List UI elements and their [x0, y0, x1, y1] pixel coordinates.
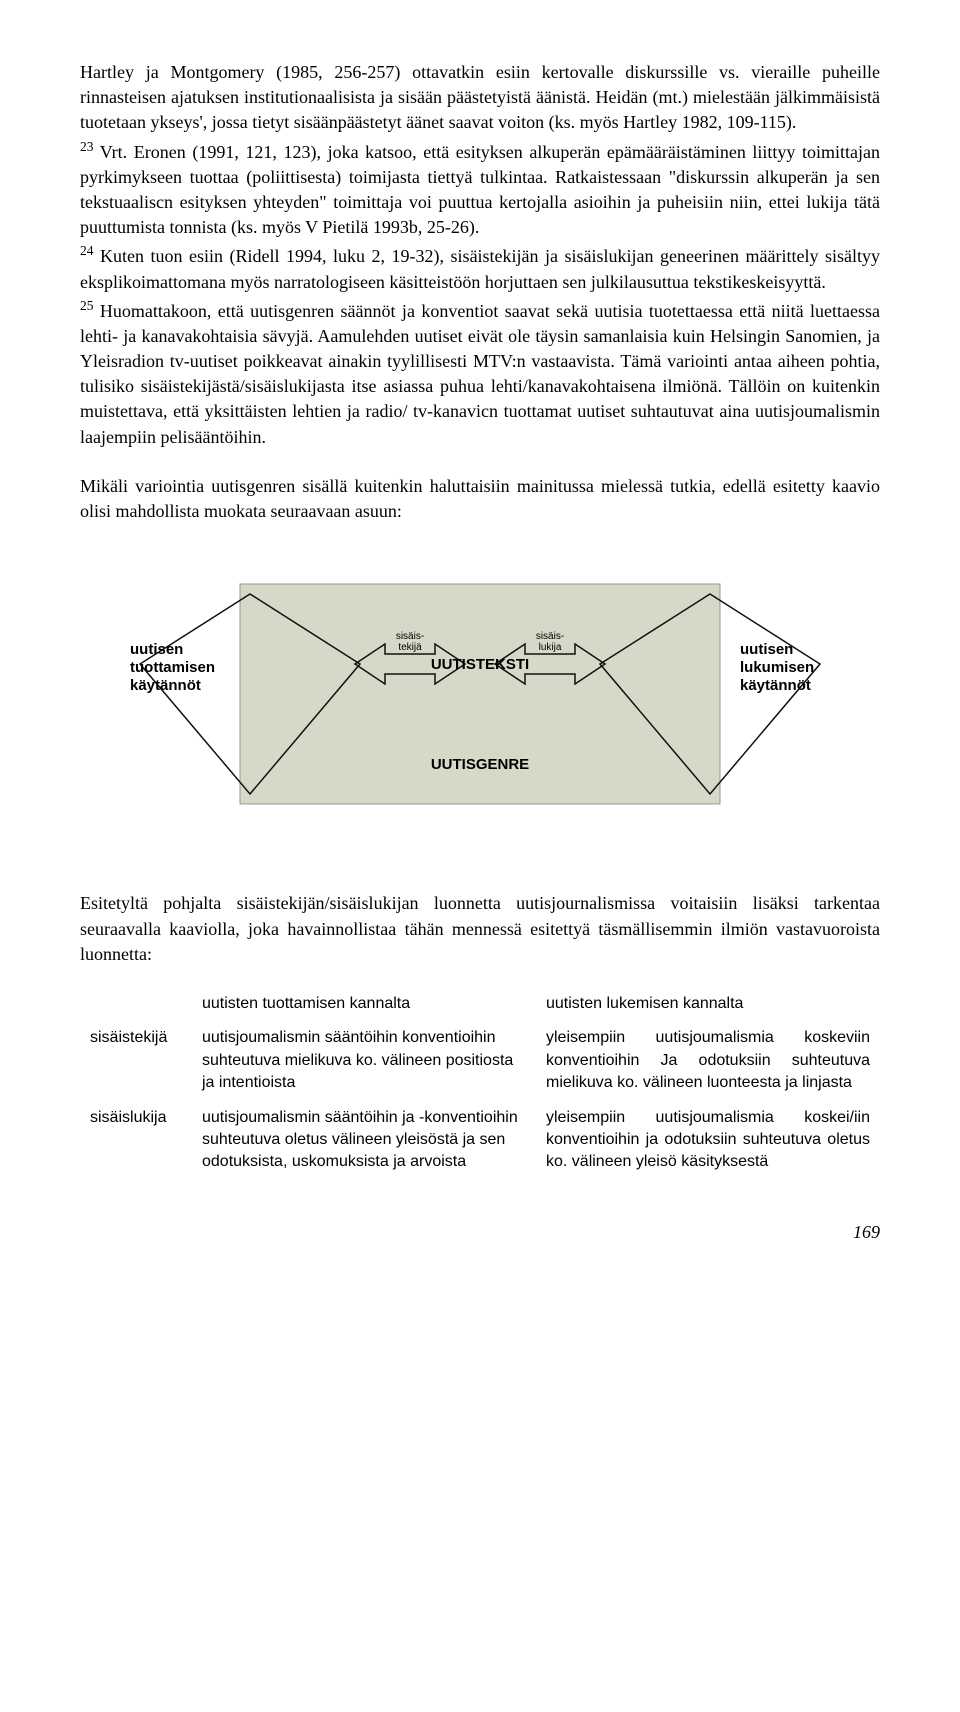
- row1-right: yleisempiin uutisjoumalismia koskeviin k…: [536, 1021, 880, 1100]
- label-sisaislukija-1: sisäis-: [536, 631, 564, 642]
- footnote-25: 25 Huomattakoon, että uutisgenren säännö…: [80, 297, 880, 450]
- label-uutisteksti: UUTISTEKSTI: [431, 656, 529, 673]
- fn24-label: 24: [80, 243, 94, 258]
- fn25-label: 25: [80, 298, 94, 313]
- footnote-23: 23 Vrt. Eronen (1991, 121, 123), joka ka…: [80, 138, 880, 241]
- uutisgenre-diagram: UUTISTEKSTI UUTISGENRE sisäis- tekijä si…: [130, 564, 830, 844]
- label-sisaistekija-2: tekijä: [398, 642, 422, 653]
- left-label-2: tuottamisen: [130, 659, 215, 676]
- label-uutisgenre: UUTISGENRE: [431, 756, 529, 773]
- fn23-label: 23: [80, 139, 94, 154]
- fn23-text: Vrt. Eronen (1991, 121, 123), joka katso…: [80, 142, 880, 238]
- page-number: 169: [80, 1220, 880, 1245]
- table-header-right: uutisten lukemisen kannalta: [536, 987, 880, 1021]
- table-row: sisäistekijä uutisjoumalismin sääntöihin…: [80, 1021, 880, 1100]
- footnote-22: Hartley ja Montgomery (1985, 256-257) ot…: [80, 60, 880, 136]
- para1: Mikäli variointia uutisgenren sisällä ku…: [80, 474, 880, 524]
- table-cell-blank: [80, 987, 192, 1021]
- body-text-1: Mikäli variointia uutisgenren sisällä ku…: [80, 474, 880, 524]
- row2-label: sisäislukija: [80, 1101, 192, 1180]
- fn24-text: Kuten tuon esiin (Ridell 1994, luku 2, 1…: [80, 246, 880, 291]
- row1-label: sisäistekijä: [80, 1021, 192, 1100]
- diagram-container: UUTISTEKSTI UUTISGENRE sisäis- tekijä si…: [80, 564, 880, 851]
- row1-left: uutisjoumalismin sääntöihin konventioihi…: [192, 1021, 536, 1100]
- right-label-1: uutisen: [740, 641, 793, 658]
- left-label-1: uutisen: [130, 641, 183, 658]
- table-header-row: uutisten tuottamisen kannalta uutisten l…: [80, 987, 880, 1021]
- table-header-left: uutisten tuottamisen kannalta: [192, 987, 536, 1021]
- label-sisaistekija-1: sisäis-: [396, 631, 424, 642]
- table-row: sisäislukija uutisjoumalismin sääntöihin…: [80, 1101, 880, 1180]
- left-label-3: käytännöt: [130, 677, 201, 694]
- footnote-24: 24 Kuten tuon esiin (Ridell 1994, luku 2…: [80, 242, 880, 294]
- footnotes-block: Hartley ja Montgomery (1985, 256-257) ot…: [80, 60, 880, 450]
- right-label-3: käytännöt: [740, 677, 811, 694]
- row2-left: uutisjoumalismin sääntöihin ja -konventi…: [192, 1101, 536, 1180]
- para2: Esitetyltä pohjalta sisäistekijän/sisäis…: [80, 891, 880, 967]
- row2-right: yleisempiin uutisjoumalismia koskei/iin …: [536, 1101, 880, 1180]
- fn25-text: Huomattakoon, että uutisgenren säännöt j…: [80, 301, 880, 447]
- right-label-2: lukumisen: [740, 659, 814, 676]
- label-sisaislukija-2: lukija: [539, 642, 562, 653]
- fn22-text: Hartley ja Montgomery (1985, 256-257) ot…: [80, 62, 880, 132]
- body-text-2: Esitetyltä pohjalta sisäistekijän/sisäis…: [80, 891, 880, 967]
- concept-table: uutisten tuottamisen kannalta uutisten l…: [80, 987, 880, 1180]
